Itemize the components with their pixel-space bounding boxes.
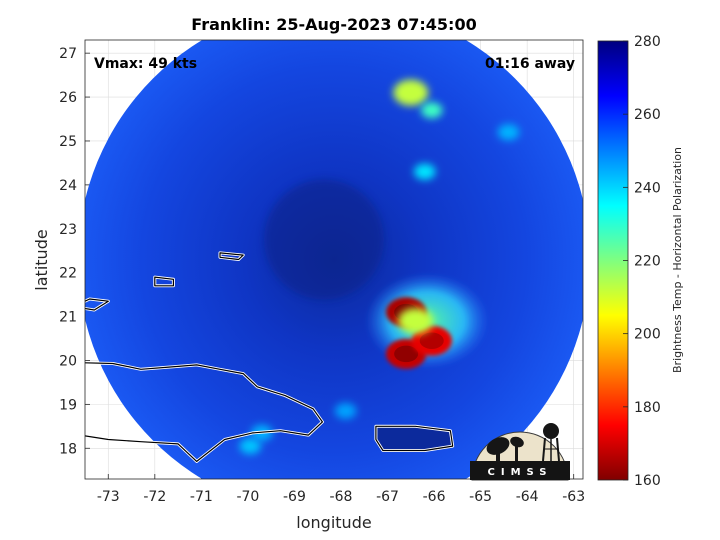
x-tick-label: -65 (469, 489, 492, 505)
colorbar-tick-label: 240 (634, 180, 661, 196)
caicos-bank-coast (219, 252, 244, 261)
y-tick-label: 24 (59, 178, 77, 194)
x-tick-label: -69 (283, 489, 306, 505)
rain-cell (413, 163, 436, 180)
plot-frame (84, 39, 584, 480)
convective-core-center (419, 332, 444, 349)
y-tick-label: 19 (59, 397, 77, 413)
rain-cell (393, 79, 429, 106)
convective-core-center (394, 345, 419, 363)
y-tick-label: 26 (59, 90, 77, 106)
colorbar-tick-label: 220 (634, 254, 661, 270)
y-axis-label: latitude (32, 229, 51, 290)
x-tick-label: -67 (376, 489, 399, 505)
cimss-logo-text: CIMSS (488, 467, 553, 478)
x-tick-label: -70 (236, 489, 259, 505)
y-tick-label: 23 (59, 222, 77, 238)
turks-caicos-coast (154, 276, 174, 287)
cimss-logo: CIMSS (470, 423, 570, 481)
colorbar-tick-label: 160 (634, 473, 661, 489)
x-tick-label: -71 (190, 489, 213, 505)
colorbar-tick-label: 180 (634, 400, 661, 416)
rain-cell (420, 102, 443, 119)
y-tick-label: 18 (59, 441, 77, 457)
colorbar: 160 180 200 220 240 260 280 Brightness Temp - … (597, 34, 684, 489)
y-tick-label: 27 (59, 46, 77, 62)
colorbar-tick-label: 280 (634, 34, 661, 50)
rain-cell (239, 438, 262, 455)
inagua-coast (85, 298, 109, 311)
chart-title: Franklin: 25-Aug-2023 07:45:00 (191, 15, 476, 34)
x-tick-label: -73 (97, 489, 120, 505)
storm-center (264, 179, 384, 300)
colorbar-tick-label: 260 (634, 107, 661, 123)
y-tick-labels: 18 19 20 21 22 23 24 25 26 27 (59, 46, 77, 457)
x-tick-label: -72 (143, 489, 166, 505)
time-offset-annotation: 01:16 away (485, 56, 575, 72)
rain-cell (334, 402, 357, 419)
x-axis-label: longitude (296, 513, 371, 532)
colorbar-tick-label: 200 (634, 327, 661, 343)
colorbar-label: Brightness Temp - Horizontal Polarizatio… (671, 147, 684, 373)
coastline-outlines (85, 251, 455, 463)
y-tick-label: 21 (59, 310, 77, 326)
colorbar-ticks: 160 180 200 220 240 260 280 (623, 34, 661, 489)
vmax-annotation: Vmax: 49 kts (94, 56, 197, 72)
hispaniola-coast (85, 362, 323, 462)
rain-cell (497, 124, 520, 141)
y-tick-label: 25 (59, 134, 77, 150)
x-tick-label: -66 (423, 489, 446, 505)
x-tick-label: -64 (516, 489, 539, 505)
x-tick-labels: -73 -72 -71 -70 -69 -68 -67 -66 -65 -64 -63 (97, 489, 585, 505)
microwave-swath (85, 40, 583, 479)
x-tick-label: -68 (330, 489, 353, 505)
rain-cell (397, 307, 433, 334)
y-tick-label: 20 (59, 353, 77, 369)
y-tick-label: 22 (59, 266, 77, 282)
x-tick-label: -63 (562, 489, 585, 505)
puerto-rico-coast (375, 425, 454, 452)
